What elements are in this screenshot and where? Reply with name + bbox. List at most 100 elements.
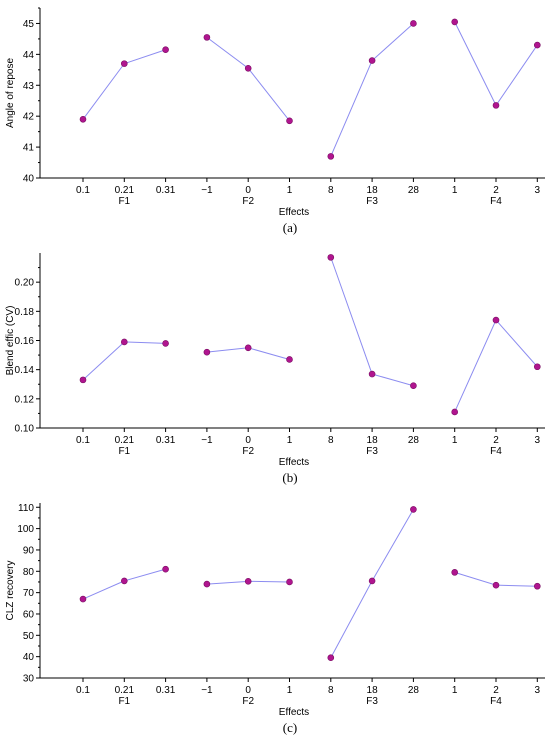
data-point	[244, 578, 252, 585]
chart-panel-1: 40 41 42 43 44 45 Angle of repose 0.1 0.21 0.31 F1…	[5, 7, 545, 235]
y-tick-label: 30	[23, 674, 35, 685]
x-tick-label: 3	[535, 685, 541, 696]
y-tick-label: 0.10	[15, 424, 35, 435]
y-tick-label: 70	[23, 588, 35, 599]
x-tick-label: −1	[201, 685, 213, 696]
y-tick-label: 40	[23, 174, 35, 185]
data-point	[203, 34, 211, 41]
x-tick-label: 0.21	[115, 685, 135, 696]
data-point	[121, 60, 128, 67]
data-point	[492, 581, 500, 589]
y-tick-label: 0.12	[15, 394, 35, 405]
data-point	[368, 57, 376, 64]
x-tick-label: 0.1	[76, 685, 90, 696]
group-label-f3: F3	[366, 696, 378, 707]
data-point	[368, 577, 376, 585]
x-tick-label: 0.31	[156, 685, 176, 696]
data-point	[492, 102, 500, 109]
data-point	[162, 340, 169, 347]
x-tick-label: −1	[201, 185, 213, 196]
x-tick-label: 1	[287, 685, 293, 696]
x-tick-label: 1	[452, 685, 458, 696]
y-tick-label: 44	[23, 50, 35, 61]
x-axis-title: Effects	[279, 457, 309, 468]
data-point	[451, 569, 459, 576]
group-label-f2: F2	[242, 696, 254, 707]
x-tick-label: 2	[493, 685, 499, 696]
data-point	[79, 595, 87, 603]
data-point	[286, 356, 293, 363]
data-point	[244, 64, 252, 72]
y-axis-title: Angle of repose	[5, 58, 16, 128]
x-tick-label: 1	[287, 185, 293, 196]
x-tick-label: 0.31	[156, 435, 176, 446]
data-point	[162, 565, 169, 573]
data-point	[327, 254, 335, 261]
x-axis-title: Effects	[279, 207, 309, 218]
x-tick-label: 28	[408, 685, 420, 696]
y-tick-label: 90	[23, 545, 35, 556]
data-point	[327, 153, 335, 160]
data-point	[451, 408, 459, 416]
x-tick-label: 3	[535, 435, 541, 446]
data-point	[368, 370, 376, 378]
x-tick-label: 0	[245, 435, 251, 446]
panel-caption: (c)	[283, 720, 297, 735]
x-tick-label: 1	[452, 435, 458, 446]
x-tick-label: 2	[493, 435, 499, 446]
y-tick-label: 45	[23, 19, 35, 30]
series-line-f4	[454, 21, 538, 107]
series-line-f1	[82, 49, 166, 120]
group-label-f4: F4	[490, 696, 502, 707]
data-point	[286, 117, 293, 125]
panel-caption: (a)	[283, 220, 297, 235]
data-point	[410, 20, 417, 27]
x-tick-label: 3	[535, 185, 541, 196]
x-tick-label: 2	[493, 185, 499, 196]
data-point	[533, 363, 541, 371]
data-point	[121, 338, 128, 346]
y-tick-label: 100	[17, 524, 34, 535]
y-axis-title: Blend effic (CV)	[5, 306, 16, 376]
group-label-f3: F3	[366, 446, 378, 457]
y-axis-title: CLZ recovery	[5, 560, 16, 620]
group-label-f4: F4	[490, 446, 502, 457]
data-point	[451, 18, 459, 26]
series-line-f4	[454, 319, 538, 413]
x-tick-label: −1	[201, 435, 213, 446]
data-point	[410, 382, 417, 390]
x-tick-label: 28	[408, 435, 420, 446]
y-tick-label: 110	[18, 503, 34, 514]
data-point	[492, 316, 500, 324]
x-tick-label: 1	[287, 435, 293, 446]
data-point	[327, 654, 335, 662]
x-tick-label: 0.1	[76, 185, 90, 196]
x-tick-label: 0.21	[115, 185, 135, 196]
data-point	[79, 376, 87, 384]
data-point	[410, 506, 417, 513]
x-tick-label: 18	[367, 435, 379, 446]
x-tick-label: 18	[367, 185, 379, 196]
series-line-f3	[330, 257, 414, 387]
y-tick-label: 43	[23, 81, 35, 92]
y-tick-label: 40	[23, 652, 35, 663]
y-tick-label: 0.14	[15, 365, 35, 376]
y-tick-label: 0.16	[15, 336, 35, 347]
x-tick-label: 0.31	[156, 185, 176, 196]
data-point	[286, 578, 293, 586]
series-line-f2	[206, 36, 290, 122]
x-tick-label: 1	[452, 185, 458, 196]
group-label-f1: F1	[118, 446, 130, 457]
data-point	[203, 348, 211, 356]
x-tick-label: 0	[245, 185, 251, 196]
x-tick-label: 18	[367, 685, 379, 696]
y-tick-label: 0.18	[15, 307, 35, 318]
x-tick-label: 0	[245, 685, 251, 696]
y-tick-label: 0.20	[15, 278, 35, 289]
x-tick-label: 8	[328, 435, 334, 446]
x-tick-label: 0.21	[115, 435, 135, 446]
group-label-f1: F1	[118, 196, 130, 207]
x-tick-label: 0.1	[76, 435, 90, 446]
data-point	[203, 580, 211, 588]
